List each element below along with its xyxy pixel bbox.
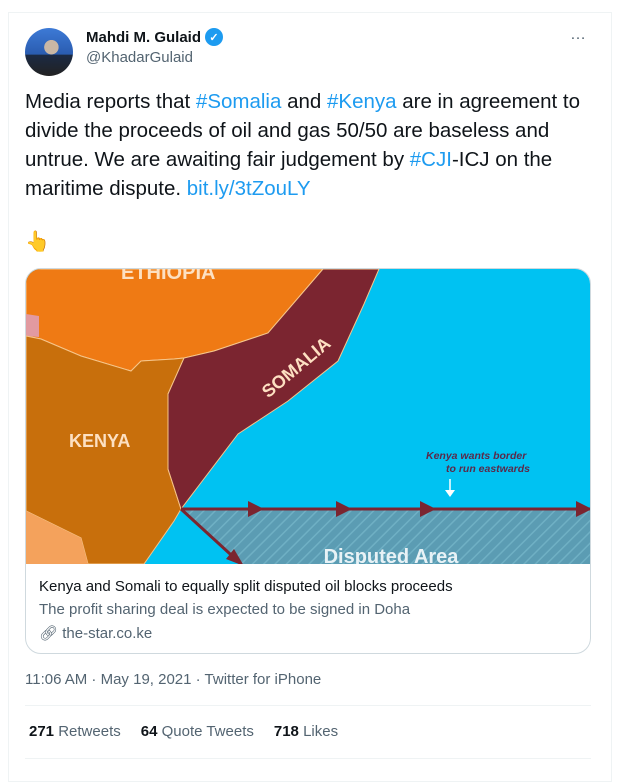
arrowhead (226, 549, 243, 564)
hashtag-kenya[interactable]: #Kenya (327, 90, 397, 113)
stat-label: Quote Tweets (161, 723, 254, 740)
avatar[interactable] (25, 28, 73, 76)
label-disputed-area: Disputed Area (324, 546, 460, 564)
verified-badge-icon: ✓ (205, 28, 223, 46)
arrowhead (576, 501, 590, 517)
stat-count: 718 (273, 723, 299, 740)
hashtag-somalia[interactable]: #Somalia (195, 90, 282, 113)
author-handle[interactable]: @KhadarGulaid (86, 49, 193, 66)
text-part: Media reports that (25, 90, 196, 113)
card-description: The profit sharing deal is expected to b… (39, 601, 411, 618)
quote-tweets-link[interactable]: 64 Quote Tweets (141, 723, 254, 740)
divider (25, 705, 591, 706)
pointing-up-emoji-icon: 👆 (25, 231, 50, 253)
label-note: to run eastwards (446, 463, 530, 475)
disputed-area (181, 509, 590, 564)
arrowhead (420, 501, 436, 517)
stat-label: Retweets (58, 723, 121, 740)
card-domain-text: the-star.co.ke (62, 625, 153, 642)
card-domain: 🔗︎ the-star.co.ke (39, 624, 152, 642)
tweet-timestamp[interactable]: 11:06 AM · May 19, 2021 · Twitter for iP… (25, 671, 322, 688)
stat-count: 64 (140, 723, 158, 740)
tweet-link[interactable]: bit.ly/3tZouLY (186, 177, 311, 200)
divider (25, 758, 591, 759)
label-note: Kenya wants border (426, 450, 527, 462)
hashtag-cji[interactable]: #CJI (409, 148, 452, 171)
retweets-link[interactable]: 271 Retweets (29, 723, 121, 740)
author-name[interactable]: Mahdi M. Gulaid ✓ (86, 28, 223, 46)
pink-region (26, 314, 39, 337)
tanzania-region (26, 511, 88, 564)
text-part: -ICJ on the maritime dispute. (25, 148, 553, 200)
link-icon: 🔗︎ (39, 625, 59, 642)
stat-label: Likes (303, 723, 339, 740)
label-ethiopia: ETHIOPIA (121, 269, 215, 284)
stat-count: 271 (29, 723, 55, 740)
label-kenya: KENYA (69, 431, 130, 451)
arrowhead (248, 501, 264, 517)
map-image: ETHIOPIA SOMALIA KENYA Kenya wants borde… (26, 269, 590, 564)
engagement-stats: 271 Retweets 64 Quote Tweets 718 Likes (29, 723, 338, 740)
author-name-text: Mahdi M. Gulaid (86, 28, 201, 46)
arrowhead (336, 501, 352, 517)
more-options-icon[interactable]: … (570, 26, 587, 43)
link-card[interactable]: ETHIOPIA SOMALIA KENYA Kenya wants borde… (25, 268, 591, 654)
likes-link[interactable]: 718 Likes (274, 723, 338, 740)
text-part: are in agreement to divide the proceeds … (25, 90, 581, 171)
down-arrowhead (445, 490, 455, 497)
text-part: and (281, 90, 327, 113)
card-title: Kenya and Somali to equally split disput… (39, 578, 453, 595)
tweet-text: Media reports that #Somalia and #Kenya a… (25, 87, 600, 203)
